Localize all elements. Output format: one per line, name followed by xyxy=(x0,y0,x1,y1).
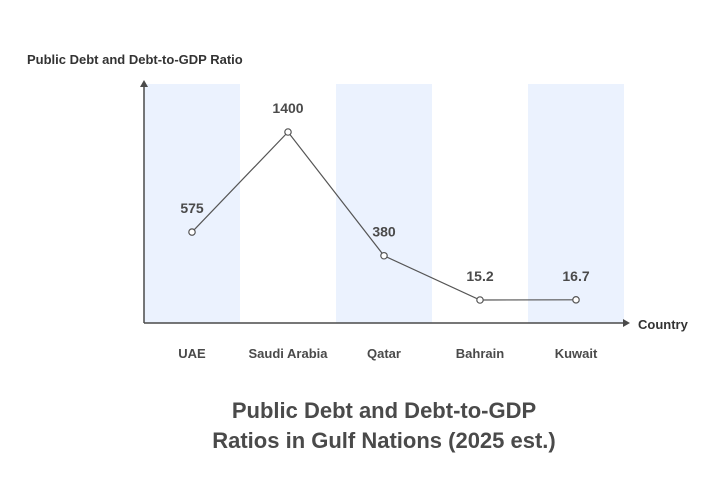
x-tick-labels: UAE Saudi Arabia Qatar Bahrain Kuwait xyxy=(178,346,598,361)
tick-label-uae: UAE xyxy=(178,346,206,361)
chart-title-line-1: Public Debt and Debt-to-GDP xyxy=(232,398,536,423)
x-axis-label: Country xyxy=(638,317,689,332)
y-axis-arrow xyxy=(140,80,148,87)
data-label-bahrain: 15.2 xyxy=(466,268,493,284)
data-point-saudi-arabia xyxy=(284,128,292,136)
data-labels: 575 1400 380 15.2 16.7 xyxy=(180,100,590,284)
tick-label-saudi-arabia: Saudi Arabia xyxy=(249,346,329,361)
chart-title-line-2: Ratios in Gulf Nations (2025 est.) xyxy=(212,428,556,453)
data-point-kuwait xyxy=(572,296,580,304)
data-points xyxy=(188,128,580,304)
band-qatar xyxy=(336,84,432,323)
tick-label-bahrain: Bahrain xyxy=(456,346,504,361)
category-bands xyxy=(144,84,624,323)
data-label-kuwait: 16.7 xyxy=(562,268,589,284)
data-point-qatar xyxy=(380,251,388,260)
data-label-uae: 575 xyxy=(180,200,204,216)
data-label-saudi-arabia: 1400 xyxy=(272,100,303,116)
tick-label-kuwait: Kuwait xyxy=(555,346,598,361)
x-axis-arrow xyxy=(623,319,630,327)
data-point-uae xyxy=(188,228,196,236)
band-uae xyxy=(144,84,240,323)
data-label-qatar: 380 xyxy=(372,224,396,240)
tick-label-qatar: Qatar xyxy=(367,346,401,361)
band-kuwait xyxy=(528,84,624,323)
y-axis-label: Public Debt and Debt-to-GDP Ratio xyxy=(27,52,243,67)
data-point-bahrain xyxy=(476,296,484,304)
